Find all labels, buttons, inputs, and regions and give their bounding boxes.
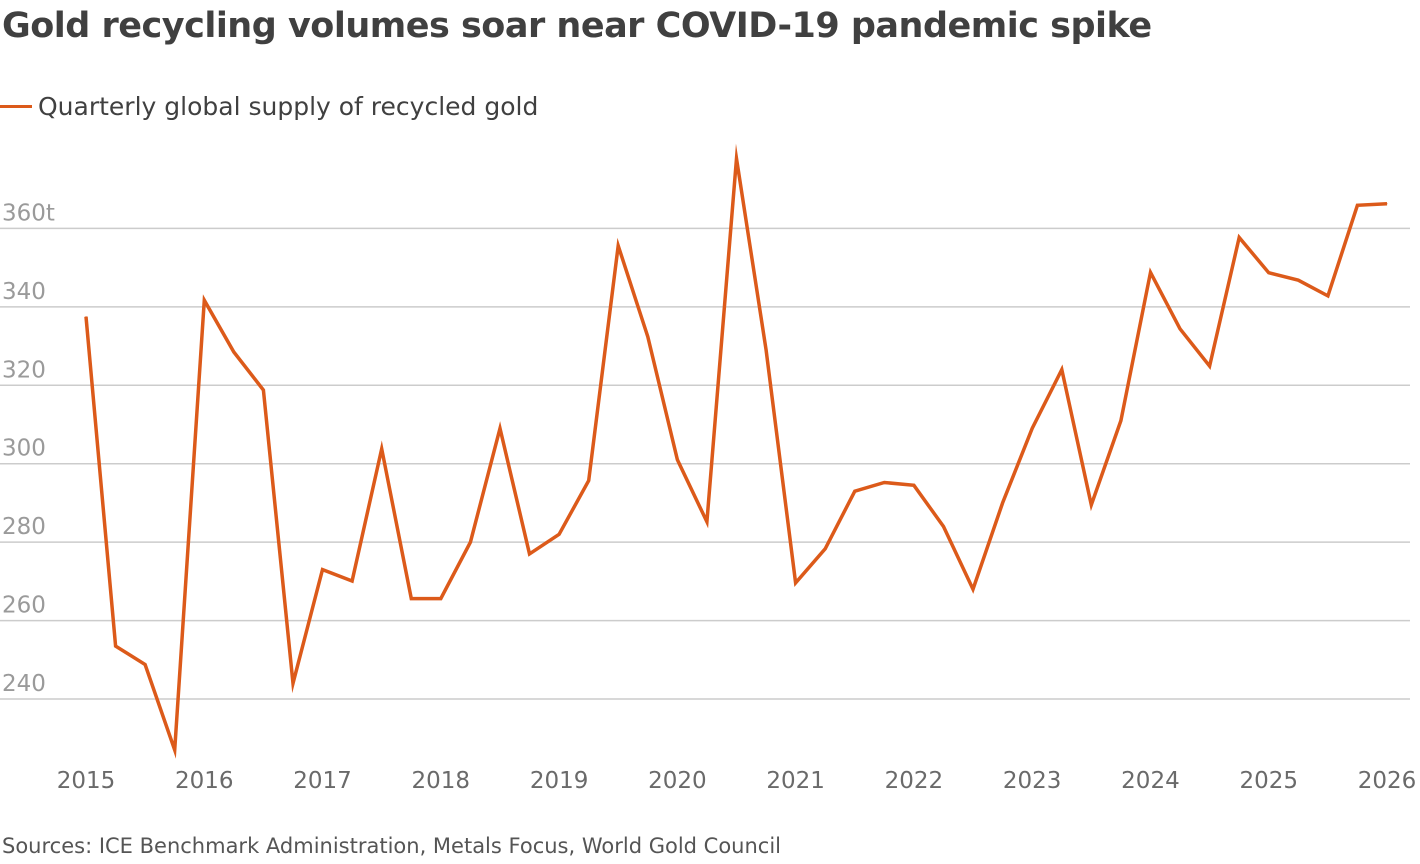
data-point <box>144 664 146 666</box>
data-point <box>1002 502 1004 504</box>
x-tick-label-2026: 2026 <box>1358 768 1417 794</box>
data-point <box>1061 369 1063 371</box>
data-point <box>410 598 412 600</box>
legend-swatch <box>0 104 32 108</box>
data-point <box>1297 279 1299 281</box>
legend: Quarterly global supply of recycled gold <box>0 88 538 124</box>
data-point <box>469 541 471 543</box>
data-point <box>913 484 915 486</box>
data-point <box>558 533 560 535</box>
legend-label: Quarterly global supply of recycled gold <box>38 91 539 121</box>
data-point <box>85 316 87 318</box>
data-point <box>588 480 590 482</box>
data-point <box>262 389 264 391</box>
x-tick-label-2022: 2022 <box>885 768 944 794</box>
chart-title: Gold recycling volumes soar near COVID-1… <box>2 6 1152 46</box>
data-point <box>854 490 856 492</box>
data-point <box>795 582 797 584</box>
data-point <box>765 349 767 351</box>
data-point <box>824 548 826 550</box>
x-tick-label-2016: 2016 <box>175 768 234 794</box>
data-point <box>676 459 678 461</box>
data-point <box>883 482 885 484</box>
series-layer <box>84 143 1388 759</box>
x-tick-label-2015: 2015 <box>57 768 116 794</box>
data-point <box>499 427 501 429</box>
y-tick-label-260: 260 <box>2 593 46 619</box>
data-point <box>1386 203 1388 205</box>
data-point <box>1238 236 1240 238</box>
data-point <box>1090 504 1092 506</box>
y-tick-label-320: 320 <box>2 357 46 383</box>
y-tick-label-280: 280 <box>2 514 46 540</box>
x-tick-label-2023: 2023 <box>1003 768 1062 794</box>
data-point <box>1327 295 1329 297</box>
data-point <box>647 336 649 338</box>
data-point <box>174 749 176 751</box>
data-point <box>736 158 737 160</box>
x-tick-label-2020: 2020 <box>648 768 707 794</box>
data-point <box>115 645 117 647</box>
data-point <box>1031 427 1033 429</box>
data-point <box>1209 365 1211 367</box>
y-tick-label-240: 240 <box>2 671 46 697</box>
series-line-0 <box>84 143 1388 759</box>
y-tick-label-300: 300 <box>2 436 46 462</box>
data-point <box>203 299 205 301</box>
x-tick-label-2021: 2021 <box>766 768 825 794</box>
data-point <box>322 569 324 571</box>
x-axis-tick-labels: 2015 2016 2017 2018 2019 2020 2021 2022 2023 2024… <box>57 768 1417 794</box>
x-tick-label-2019: 2019 <box>530 768 589 794</box>
data-point <box>292 682 294 684</box>
data-point <box>1356 204 1358 206</box>
gridlines <box>0 227 1410 700</box>
y-tick-label-360: 360t <box>2 200 55 226</box>
data-point <box>440 598 442 600</box>
data-point <box>1149 271 1151 273</box>
data-point <box>381 448 383 450</box>
x-tick-label-2025: 2025 <box>1239 768 1298 794</box>
y-axis-tick-labels: 240 260 280 300 320 340 360t <box>2 200 55 697</box>
data-point <box>351 580 353 582</box>
data-point <box>233 351 235 353</box>
data-point <box>1268 272 1270 274</box>
data-point <box>942 525 944 527</box>
data-point <box>972 588 974 590</box>
x-tick-label-2024: 2024 <box>1121 768 1180 794</box>
data-point <box>617 245 619 247</box>
y-tick-label-340: 340 <box>2 279 46 305</box>
x-tick-label-2018: 2018 <box>412 768 471 794</box>
data-point <box>529 553 531 555</box>
data-point <box>706 521 708 523</box>
source-note: Sources: ICE Benchmark Administration, M… <box>2 834 781 858</box>
x-tick-label-2017: 2017 <box>293 768 352 794</box>
data-point <box>1120 420 1122 422</box>
data-point <box>1179 328 1181 330</box>
